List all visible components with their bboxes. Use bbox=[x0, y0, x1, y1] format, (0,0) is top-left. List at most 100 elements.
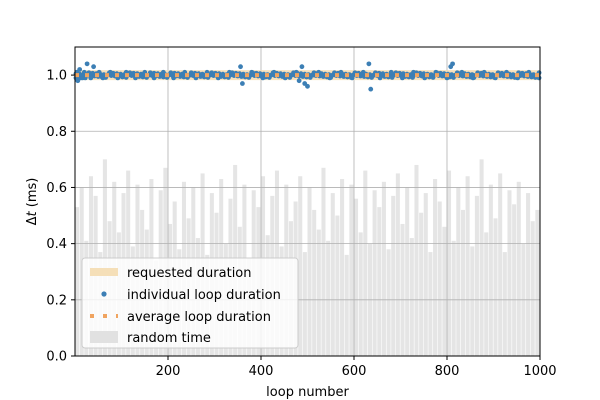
random-time-bar bbox=[447, 170, 452, 356]
y-axis-label-suffix: (ms) bbox=[25, 178, 40, 212]
individual-loop-point bbox=[368, 86, 374, 92]
random-time-bar bbox=[470, 246, 475, 356]
random-time-bar bbox=[414, 164, 419, 356]
random-time-bar bbox=[316, 229, 321, 356]
individual-loop-point bbox=[411, 69, 416, 75]
individual-loop-point bbox=[91, 64, 96, 70]
individual-loop-point bbox=[210, 72, 216, 78]
individual-loop-point bbox=[509, 72, 515, 78]
random-time-bar bbox=[377, 207, 382, 356]
random-time-bar bbox=[535, 209, 540, 356]
y-tick-label: 0.0 bbox=[46, 350, 67, 365]
individual-loop-point bbox=[199, 72, 204, 78]
x-tick-label: 600 bbox=[342, 364, 367, 379]
random-time-bar bbox=[502, 252, 507, 356]
random-time-bar bbox=[479, 159, 484, 356]
random-time-bar bbox=[312, 209, 317, 356]
legend-label-average: average loop duration bbox=[127, 310, 271, 325]
individual-loop-point bbox=[305, 83, 310, 89]
legend-label-requested: requested duration bbox=[127, 266, 252, 281]
legend-label-individual: individual loop duration bbox=[127, 288, 281, 303]
individual-loop-point bbox=[399, 75, 405, 81]
random-time-bar bbox=[409, 238, 414, 356]
random-time-bar bbox=[512, 204, 517, 356]
random-time-bar bbox=[340, 179, 345, 356]
random-time-bar bbox=[530, 221, 535, 356]
random-time-bar bbox=[465, 176, 470, 356]
individual-loop-point bbox=[520, 72, 526, 78]
random-time-bar bbox=[372, 190, 377, 356]
individual-loop-point bbox=[260, 75, 266, 81]
individual-loop-point bbox=[238, 64, 243, 70]
y-axis-label-prefix: Δ bbox=[25, 216, 40, 225]
individual-loop-point bbox=[310, 72, 316, 78]
random-time-bar bbox=[451, 240, 456, 356]
legend-label-random: random time bbox=[127, 331, 211, 346]
random-time-bar bbox=[302, 252, 307, 356]
random-time-bar bbox=[516, 181, 521, 356]
random-time-bar bbox=[484, 232, 489, 356]
individual-loop-point bbox=[88, 75, 94, 81]
y-tick-label: 1.0 bbox=[46, 69, 67, 84]
random-time-bar bbox=[437, 201, 442, 356]
y-tick-label: 0.4 bbox=[46, 237, 67, 252]
random-time-bar bbox=[395, 173, 400, 356]
random-time-bar bbox=[330, 193, 335, 356]
random-time-bar bbox=[419, 212, 424, 356]
random-time-bar bbox=[474, 195, 479, 356]
random-time-bar bbox=[335, 215, 340, 356]
random-time-bar bbox=[391, 195, 396, 356]
legend-swatch-individual bbox=[101, 291, 107, 297]
x-tick-label: 1000 bbox=[523, 364, 556, 379]
random-time-bar bbox=[400, 223, 405, 356]
random-time-bar bbox=[307, 187, 312, 356]
individual-loop-point bbox=[77, 67, 83, 72]
random-time-bar bbox=[526, 193, 531, 356]
individual-loop-point bbox=[107, 69, 113, 75]
random-time-bar bbox=[456, 187, 461, 356]
y-axis-label: Δt (ms) bbox=[25, 178, 40, 226]
random-time-bar bbox=[507, 190, 512, 356]
individual-loop-point bbox=[498, 72, 504, 78]
individual-loop-point bbox=[388, 69, 394, 75]
plot-frame bbox=[74, 46, 541, 357]
legend-swatch-random bbox=[90, 331, 118, 343]
individual-loop-point bbox=[338, 69, 344, 75]
random-time-bar bbox=[381, 181, 386, 356]
individual-loop-point bbox=[119, 72, 124, 78]
individual-loop-point bbox=[240, 81, 245, 86]
random-time-bar bbox=[298, 176, 303, 356]
random-time-bar bbox=[460, 209, 465, 356]
random-time-bar bbox=[423, 193, 428, 356]
individual-loop-point bbox=[128, 72, 134, 78]
random-time-bar bbox=[386, 249, 391, 356]
legend: requested duration individual loop durat… bbox=[81, 257, 299, 349]
random-time-bar bbox=[75, 207, 80, 356]
x-tick-label: 400 bbox=[249, 364, 274, 379]
y-tick-label: 0.6 bbox=[46, 181, 67, 196]
legend-swatch-requested bbox=[90, 268, 118, 276]
random-time-bar bbox=[405, 187, 410, 356]
random-time-bar bbox=[493, 218, 498, 356]
random-time-bar bbox=[344, 254, 349, 356]
individual-loop-point bbox=[288, 72, 294, 78]
random-time-bar bbox=[488, 184, 493, 356]
individual-loop-point bbox=[187, 72, 193, 78]
individual-loop-points bbox=[73, 61, 542, 92]
y-tick-label: 0.8 bbox=[46, 125, 67, 140]
individual-loop-point bbox=[459, 69, 465, 75]
grid-lines bbox=[75, 47, 540, 356]
y-tick-label: 0.2 bbox=[46, 293, 67, 308]
x-tick-label: 200 bbox=[156, 364, 181, 379]
x-tick-label: 800 bbox=[435, 364, 460, 379]
individual-loop-point bbox=[366, 61, 372, 67]
individual-loop-point bbox=[249, 69, 255, 75]
random-time-bar bbox=[321, 167, 326, 356]
legend-box bbox=[81, 257, 299, 349]
individual-loop-point bbox=[427, 72, 433, 78]
individual-loop-point bbox=[296, 78, 302, 84]
random-time-bar bbox=[358, 232, 363, 356]
random-time-bar bbox=[354, 198, 359, 356]
axis-ticks: 200 400 600 800 1000 0.0 0.2 0.4 0.6 0.8 1.0 bbox=[46, 69, 556, 379]
